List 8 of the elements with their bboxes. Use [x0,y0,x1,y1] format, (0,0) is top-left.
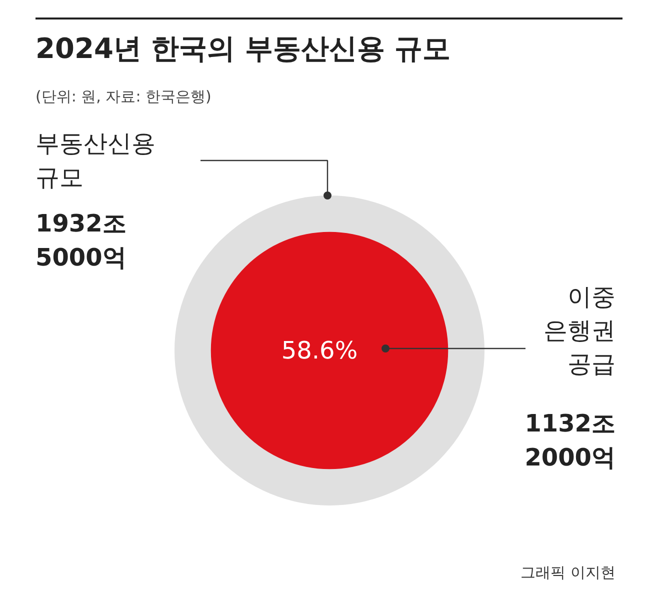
text: 2024년 한국의 부동산신용 규모 [36,32,451,65]
category-label: 이중 은행권 공급 [544,282,616,378]
text: 그래픽 이지현 [520,564,616,582]
text: 58.6% [281,336,358,364]
category-label: 부동산신용 규모 [36,130,156,192]
text: (단위: 원, 자료: 한국은행) [36,88,212,106]
data-label: 1932조 5000억 [36,210,126,272]
data-label: 1132조 2000억 [524,410,616,472]
